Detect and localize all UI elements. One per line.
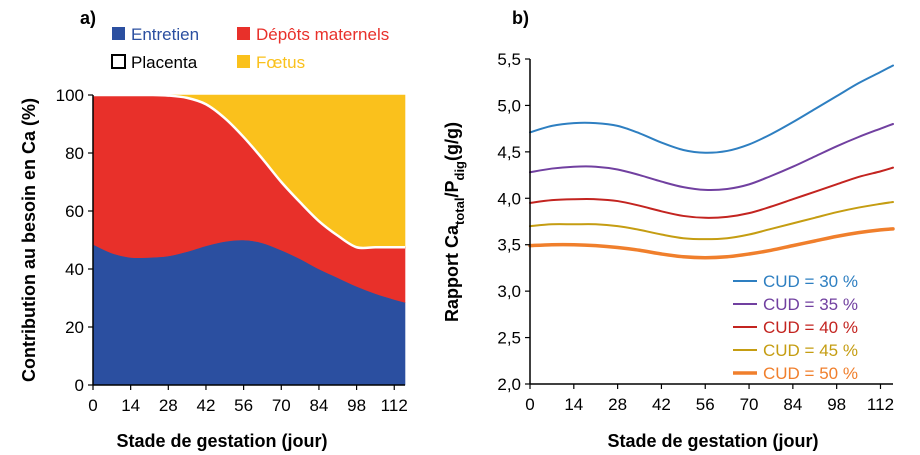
x-tick-label: 28 <box>608 395 627 414</box>
panel-a-label: a) <box>80 8 96 28</box>
panel-b-y-axis-label: Rapport Catotal/Pdig(g/g) <box>442 122 467 322</box>
legend-label: CUD = 45 % <box>763 341 858 360</box>
x-tick-label: 28 <box>159 396 178 415</box>
legend-swatch <box>111 54 126 69</box>
panel-b-legend: CUD = 30 % CUD = 35 % CUD = 40 % CUD = 45 %… <box>733 272 858 383</box>
y-tick-label: 3,5 <box>497 236 521 255</box>
legend-label: CUD = 40 % <box>763 318 858 337</box>
legend-label: Placenta <box>131 53 198 72</box>
x-tick-label: 42 <box>652 395 671 414</box>
panel-a-legend: Entretien Dépôts maternels Placenta Fœtus <box>111 25 389 72</box>
y-tick-label: 0 <box>75 376 84 395</box>
x-tick-label: 0 <box>88 396 97 415</box>
area-placenta-boundary <box>92 93 405 250</box>
panel-b: b) 2,0 2,5 3,0 3,5 4,0 4,5 5,0 5,5 0 14 28 42 56 70 84… <box>442 8 895 451</box>
x-tick-label: 14 <box>121 396 140 415</box>
x-tick-label: 112 <box>381 396 408 415</box>
line-cud-35- <box>529 123 894 192</box>
legend-swatch <box>237 27 250 40</box>
panel-b-x-axis-label: Stade de gestation (jour) <box>607 431 818 451</box>
panel-a-areas <box>92 93 406 386</box>
y-label-sub-dig: dig <box>452 161 467 181</box>
x-tick-label: 56 <box>234 396 253 415</box>
y-label-unit: (g/g) <box>442 122 462 161</box>
y-tick-label: 40 <box>65 260 84 279</box>
legend-label: Fœtus <box>256 53 305 72</box>
x-tick-label: 0 <box>525 395 534 414</box>
y-label-sub-total: total <box>452 198 467 225</box>
y-tick-label: 3,0 <box>497 282 521 301</box>
x-tick-label: 56 <box>696 395 715 414</box>
panel-a-y-axis-label: Contribution au besoin en Ca (%) <box>19 98 39 382</box>
y-label-p: /P <box>442 181 462 198</box>
panel-a: a) 0 20 40 60 80 100 0 14 28 42 56 70 84 98 112 Entret… <box>19 8 408 451</box>
line-cud-40- <box>529 166 894 219</box>
x-tick-label: 98 <box>347 396 366 415</box>
y-tick-label: 60 <box>65 202 84 221</box>
legend-label: CUD = 30 % <box>763 272 858 291</box>
x-tick-label: 70 <box>740 395 759 414</box>
x-tick-label: 42 <box>197 396 216 415</box>
y-tick-label: 80 <box>65 144 84 163</box>
x-tick-label: 84 <box>309 396 328 415</box>
panel-b-label: b) <box>512 8 529 28</box>
y-label-main: Rapport Ca <box>442 224 462 322</box>
y-tick-label: 5,0 <box>497 96 521 115</box>
x-tick-label: 98 <box>827 395 846 414</box>
y-tick-label: 5,5 <box>497 50 521 69</box>
y-tick-label: 4,0 <box>497 189 521 208</box>
x-tick-label: 70 <box>272 396 291 415</box>
x-tick-label: 112 <box>867 395 894 414</box>
y-tick-label: 100 <box>56 86 84 105</box>
panel-a-axes: 0 20 40 60 80 100 0 14 28 42 56 70 84 98 112 <box>56 86 408 415</box>
legend-label: CUD = 50 % <box>763 364 858 383</box>
line-cud-30- <box>529 64 894 154</box>
panel-b-axes: 2,0 2,5 3,0 3,5 4,0 4,5 5,0 5,5 0 14 28 42 56 70 84 98 1… <box>497 50 894 414</box>
x-tick-label: 14 <box>564 395 583 414</box>
y-tick-label: 2,5 <box>497 329 521 348</box>
y-tick-label: 4,5 <box>497 143 521 162</box>
x-tick-label: 84 <box>783 395 802 414</box>
panel-b-lines <box>528 64 895 260</box>
line-cud-45- <box>529 201 894 241</box>
legend-swatch <box>112 27 125 40</box>
y-tick-label: 2,0 <box>497 375 521 394</box>
legend-swatch <box>237 55 250 68</box>
legend-label: Entretien <box>131 25 199 44</box>
panel-a-x-axis-label: Stade de gestation (jour) <box>116 431 327 451</box>
legend-label: Dépôts maternels <box>256 25 389 44</box>
y-tick-label: 20 <box>65 318 84 337</box>
legend-label: CUD = 35 % <box>763 295 858 314</box>
line-cud-50- <box>528 227 895 260</box>
